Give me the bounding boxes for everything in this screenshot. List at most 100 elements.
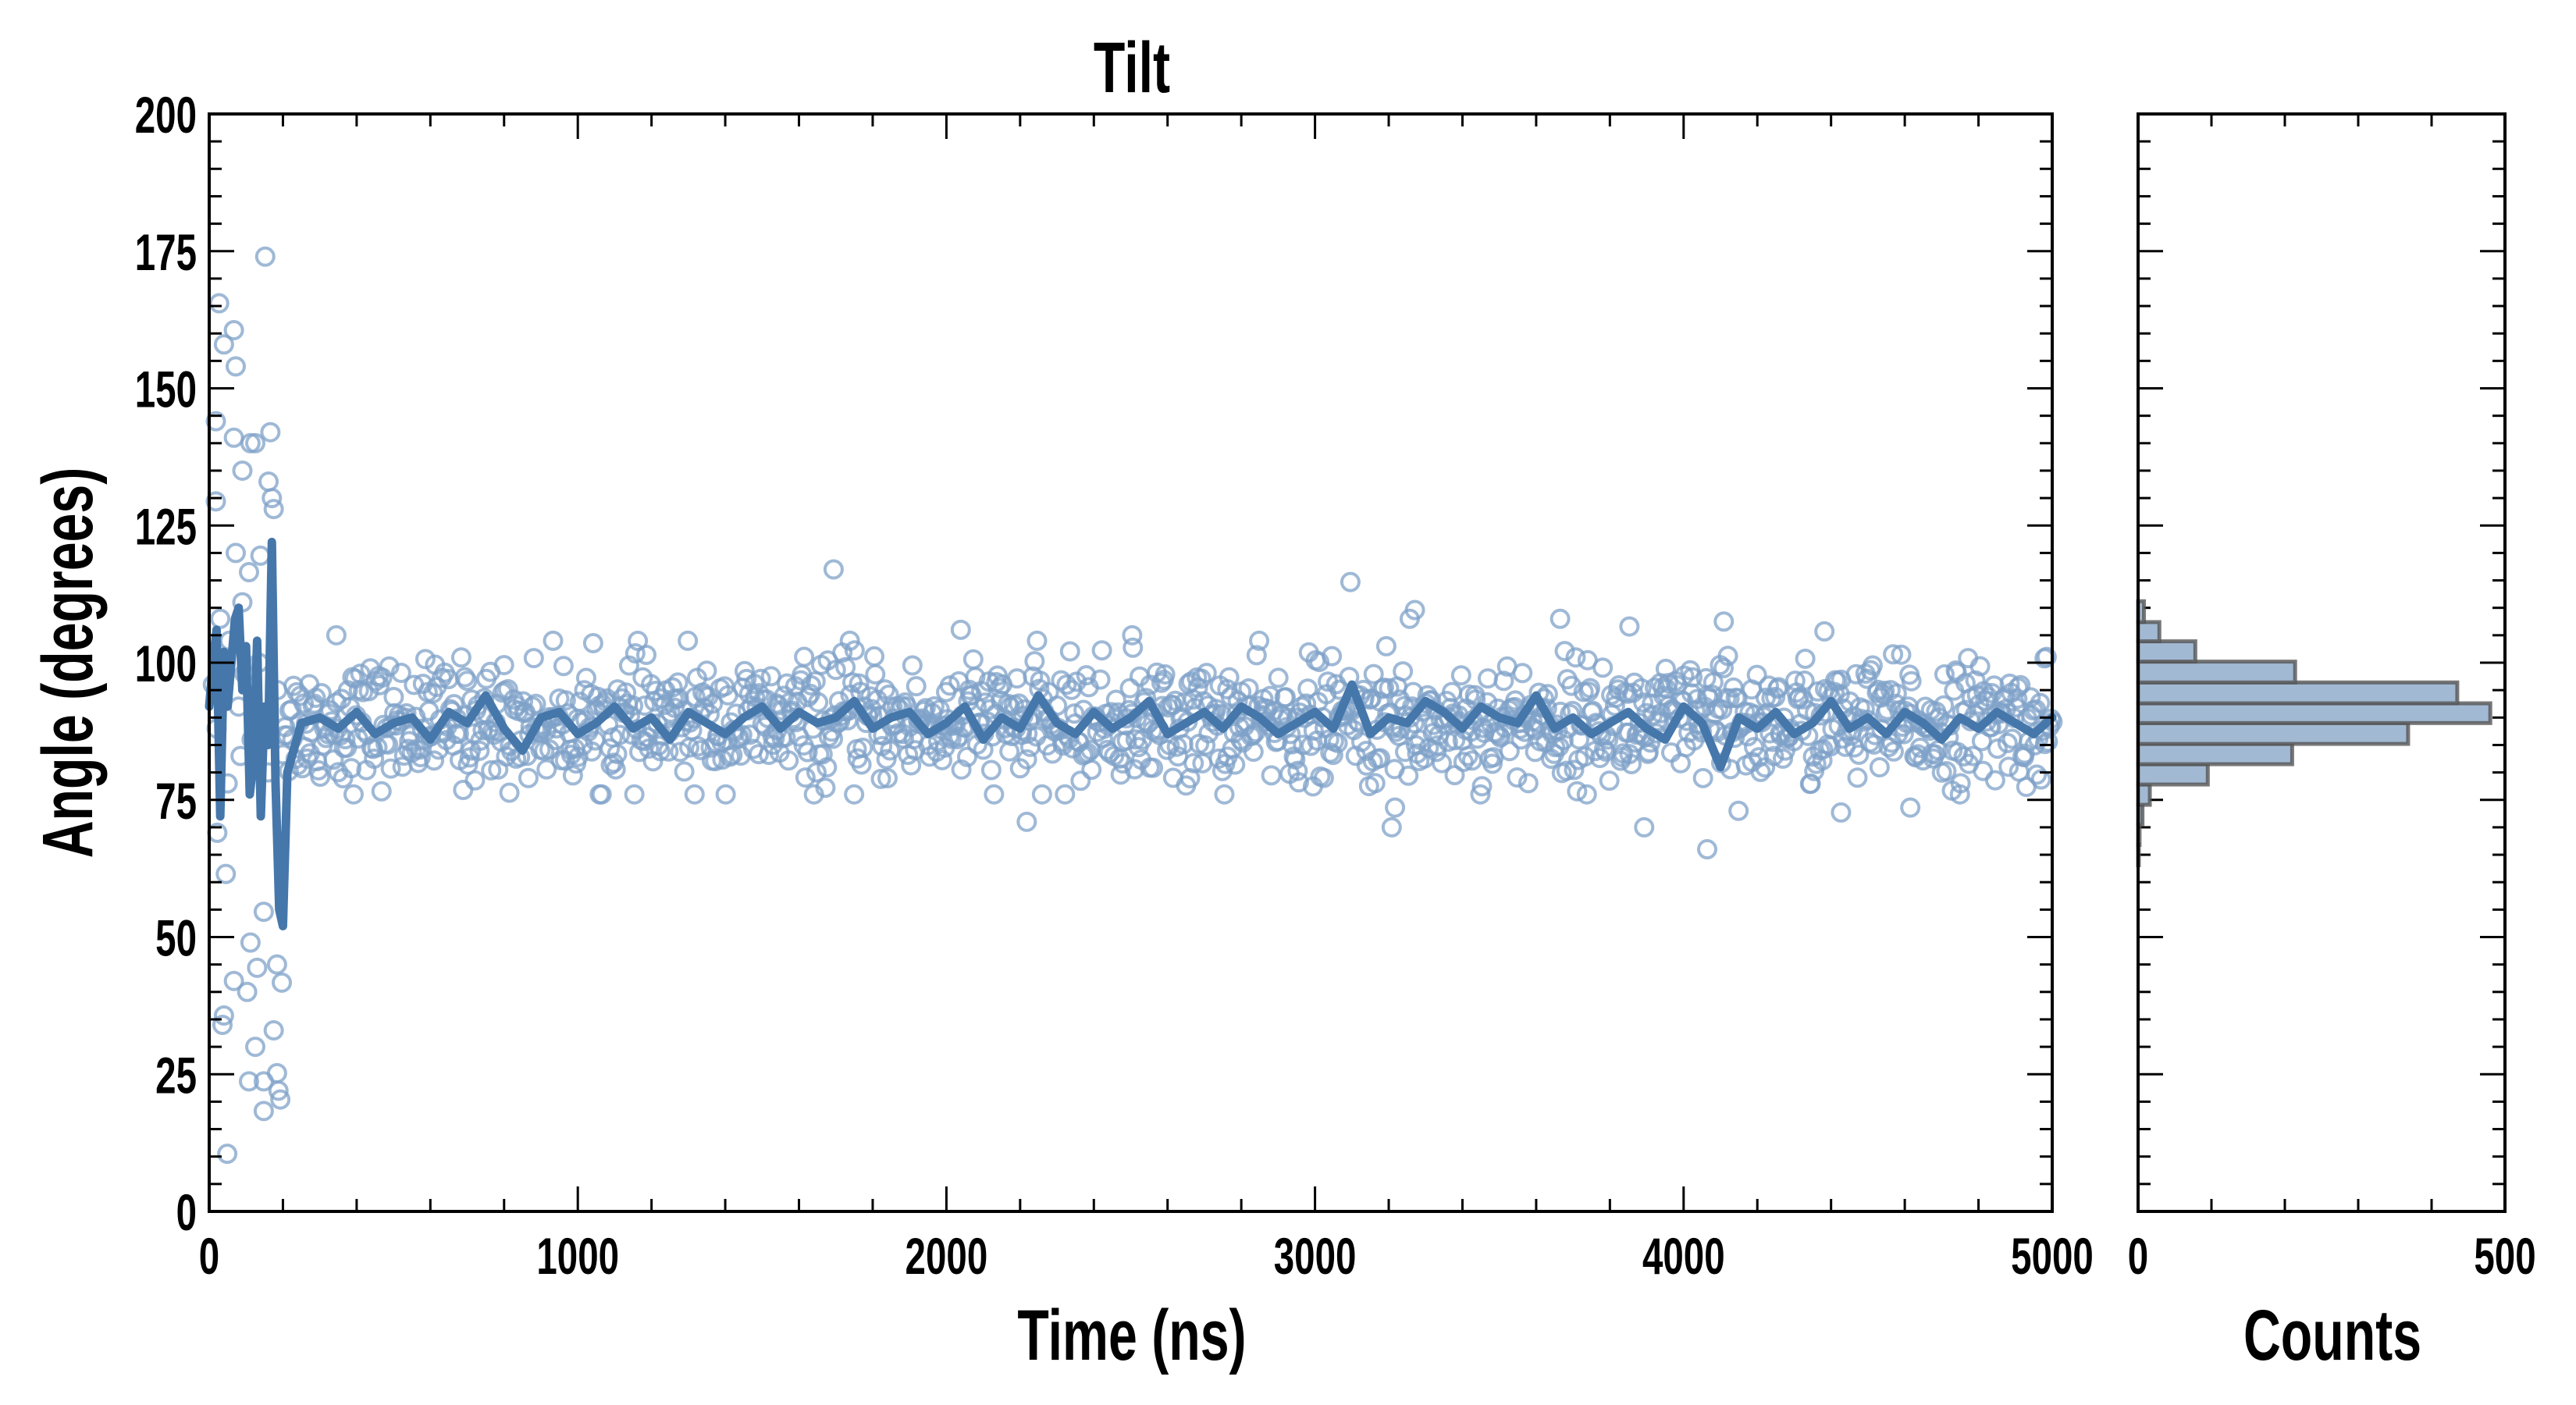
data-point — [311, 683, 332, 704]
histogram-bar — [2136, 742, 2294, 767]
data-point — [1950, 773, 1971, 794]
data-point — [525, 693, 546, 714]
data-point — [1564, 759, 1585, 781]
data-point — [457, 670, 478, 692]
data-point — [1119, 678, 1140, 699]
data-point — [801, 674, 822, 695]
data-point — [1327, 732, 1348, 753]
data-point — [1370, 748, 1391, 769]
data-point — [1016, 811, 1037, 832]
data-point — [1105, 689, 1126, 710]
x-tick-label: 0 — [199, 1228, 219, 1285]
y-axis-label: Angle (degrees) — [27, 468, 107, 859]
data-point — [2007, 688, 2028, 710]
data-point — [1123, 637, 1144, 658]
data-point — [464, 770, 486, 791]
data-point — [536, 759, 557, 780]
data-point — [1507, 767, 1528, 788]
main-axes-frame — [208, 112, 2054, 1213]
data-point — [956, 746, 977, 767]
data-point — [1055, 784, 1076, 805]
data-point — [1638, 742, 1659, 763]
data-point — [553, 656, 574, 677]
data-point — [877, 767, 898, 788]
data-point — [1375, 635, 1397, 656]
y-tick-label: 50 — [155, 910, 197, 967]
data-point — [1556, 760, 1577, 781]
data-point — [1493, 670, 1514, 692]
data-point — [1582, 700, 1603, 721]
data-point — [326, 624, 347, 646]
data-point — [1395, 742, 1416, 763]
data-point — [1973, 681, 1994, 702]
data-point — [223, 319, 244, 340]
data-point — [600, 755, 621, 776]
chart-title: Tilt — [1094, 27, 1170, 107]
main-ticks: 0 1000 2000 3000 4000 50000255075100125150175… — [135, 87, 2505, 1286]
data-point — [1831, 802, 1852, 823]
histogram-plot-area — [2136, 599, 2492, 867]
data-point — [1403, 681, 1424, 702]
data-point — [635, 695, 656, 717]
data-point — [205, 411, 226, 432]
data-point — [582, 632, 603, 653]
data-point — [607, 743, 628, 764]
histogram-bar — [2136, 660, 2297, 685]
data-point — [2008, 677, 2029, 698]
histogram-bar — [2136, 762, 2210, 787]
data-point — [1749, 747, 1770, 768]
data-point — [1471, 776, 1493, 797]
data-point — [245, 1037, 266, 1058]
x-tick-label: 3000 — [1274, 1228, 1357, 1285]
data-point — [1713, 657, 1735, 678]
data-point — [812, 744, 833, 765]
data-point — [635, 644, 656, 665]
data-point — [1225, 754, 1246, 775]
y-tick-label: 75 — [155, 773, 197, 830]
data-point — [1517, 773, 1539, 794]
data-point — [258, 471, 279, 493]
data-point — [624, 784, 645, 805]
data-point — [364, 749, 385, 770]
y-tick-label: 25 — [155, 1048, 197, 1104]
data-point — [260, 422, 281, 443]
data-point — [1619, 616, 1640, 637]
data-point — [1800, 774, 1821, 795]
data-point — [1322, 745, 1343, 766]
data-point — [797, 742, 818, 763]
data-point — [906, 676, 927, 697]
data-point — [808, 692, 829, 713]
data-point — [1190, 668, 1212, 689]
y-tick-label: 150 — [135, 361, 197, 418]
histogram-axes-frame — [2137, 112, 2507, 1213]
histogram-bar — [2136, 720, 2411, 746]
data-point — [253, 902, 274, 923]
data-point — [674, 761, 695, 782]
data-point — [750, 668, 771, 689]
data-point — [1379, 678, 1400, 699]
data-point — [1195, 735, 1216, 756]
histogram-bar — [2136, 701, 2492, 725]
data-point — [852, 737, 873, 758]
data-point — [715, 784, 736, 805]
data-point — [1987, 738, 2008, 759]
data-point — [424, 750, 445, 771]
data-point — [1717, 646, 1738, 667]
data-point — [1571, 715, 1592, 736]
data-point — [1398, 765, 1419, 786]
data-point — [1287, 760, 1308, 781]
data-point — [371, 781, 392, 802]
data-point — [2036, 646, 2057, 667]
data-point — [815, 777, 836, 799]
data-point — [237, 981, 258, 1002]
data-point — [870, 768, 891, 789]
main-plot-area — [202, 246, 2063, 1165]
data-point — [1404, 599, 1425, 621]
data-point — [448, 723, 469, 744]
data-point — [624, 643, 646, 664]
data-point — [1243, 742, 1264, 763]
data-point — [639, 738, 660, 759]
data-point — [1893, 724, 1914, 745]
data-point — [1682, 667, 1703, 688]
data-point — [225, 542, 246, 564]
